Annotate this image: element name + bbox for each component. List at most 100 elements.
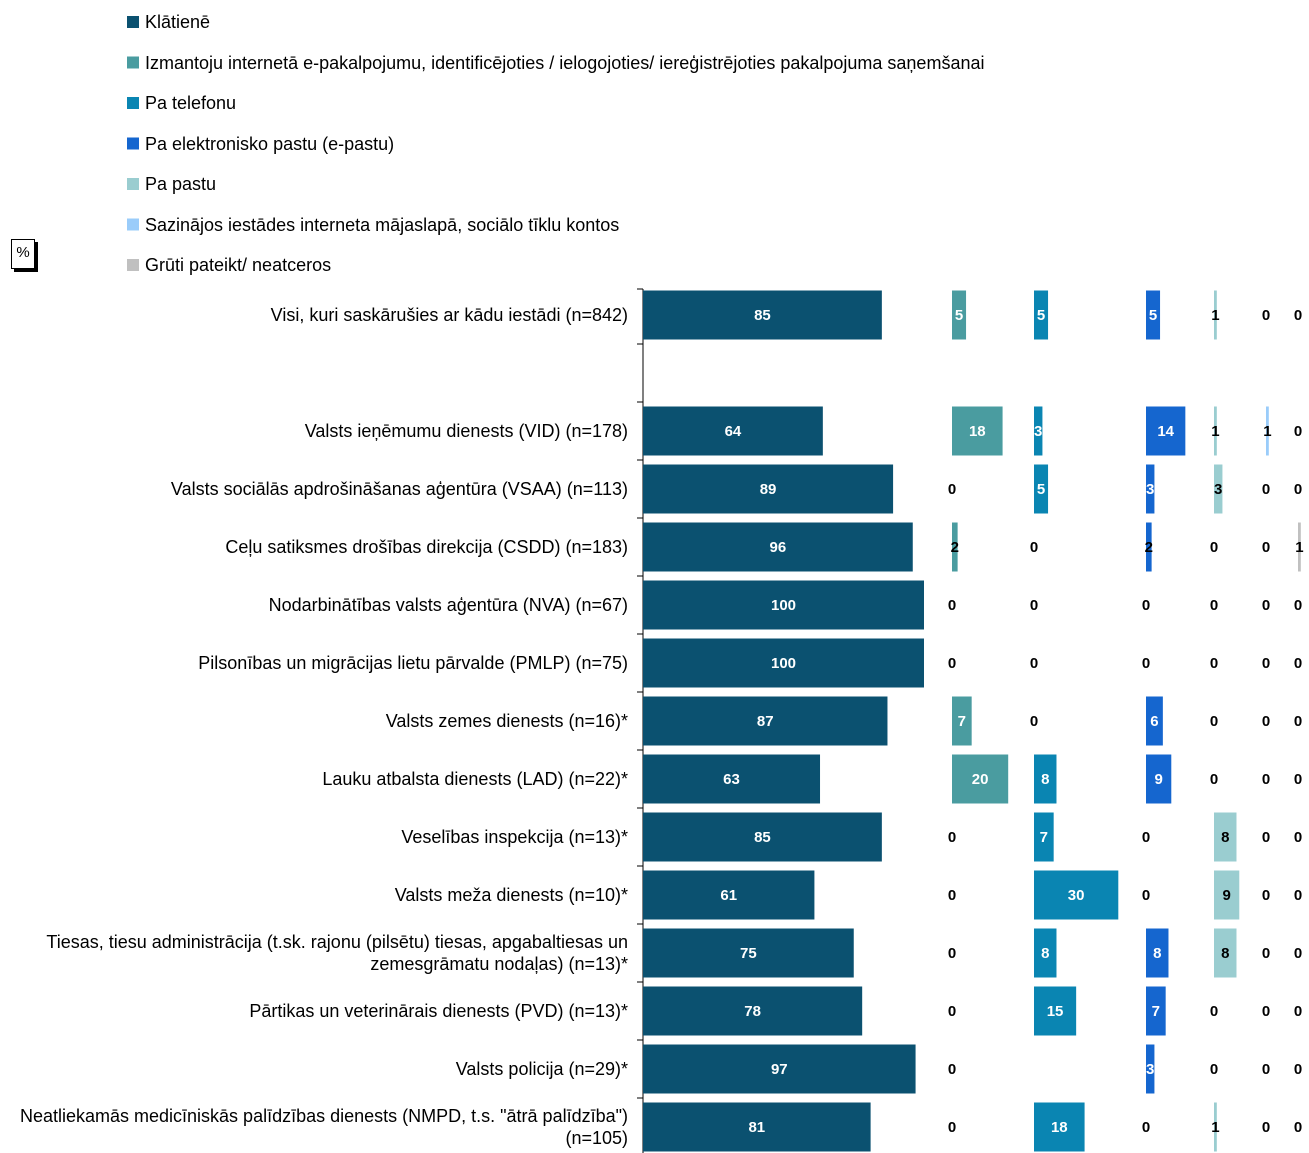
value-label: 9 xyxy=(1154,771,1162,788)
bar xyxy=(1214,464,1223,514)
category-label: Valsts ieņēmumu dienests (VID) (n=178) xyxy=(304,421,628,441)
value-label: 0 xyxy=(1294,481,1302,498)
bar xyxy=(1146,696,1163,746)
value-label: 3 xyxy=(1034,423,1042,440)
value-label: 8 xyxy=(1041,945,1049,962)
category-label: Valsts policija (n=29)* xyxy=(455,1059,628,1079)
value-label: 2 xyxy=(1145,539,1153,556)
category-label: Veselības inspekcija (n=13)* xyxy=(401,827,628,847)
bar xyxy=(1146,290,1161,340)
value-label: 8 xyxy=(1221,945,1229,962)
value-label: 8 xyxy=(1153,945,1161,962)
bar xyxy=(1214,928,1237,978)
value-label: 7 xyxy=(1040,829,1048,846)
value-label: 87 xyxy=(757,713,774,730)
value-label: 0 xyxy=(1210,655,1218,672)
bar xyxy=(1214,290,1217,340)
value-label: 18 xyxy=(969,423,986,440)
value-label: 1 xyxy=(1295,539,1303,556)
bar xyxy=(1034,406,1043,456)
value-label: 64 xyxy=(725,423,742,440)
value-label: 0 xyxy=(1294,945,1302,962)
value-label: 0 xyxy=(1294,1061,1302,1078)
value-label: 0 xyxy=(1030,713,1038,730)
category-label: Neatliekamās medicīniskās palīdzības die… xyxy=(19,1106,628,1148)
value-label: 0 xyxy=(1030,597,1038,614)
bar xyxy=(643,696,888,746)
category-label: Ceļu satiksmes drošības direkcija (CSDD)… xyxy=(225,537,628,557)
value-label: 97 xyxy=(771,1061,788,1078)
value-label: 0 xyxy=(1262,597,1270,614)
value-label: 9 xyxy=(1222,887,1230,904)
bar xyxy=(643,406,823,456)
value-label: 0 xyxy=(1030,539,1038,556)
value-label: 0 xyxy=(1262,481,1270,498)
value-label: 85 xyxy=(754,829,771,846)
bar xyxy=(1034,812,1054,862)
bar xyxy=(643,1044,916,1094)
bar xyxy=(1146,754,1172,804)
value-label: 0 xyxy=(1210,1061,1218,1078)
legend-label: Pa elektronisko pastu (e-pastu) xyxy=(145,133,395,154)
bar xyxy=(952,754,1009,804)
bar xyxy=(643,928,854,978)
bar xyxy=(1146,928,1169,978)
value-label: 0 xyxy=(1210,597,1218,614)
value-label: 0 xyxy=(1262,1061,1270,1078)
bar xyxy=(643,580,924,630)
category-label: Tiesas, tiesu administrācija (t.sk. rajo… xyxy=(46,932,628,974)
value-label: 0 xyxy=(948,887,956,904)
value-label: 5 xyxy=(1149,307,1157,324)
bar xyxy=(1034,464,1049,514)
value-label: 0 xyxy=(1294,597,1302,614)
value-label: 3 xyxy=(1146,481,1154,498)
value-label: 15 xyxy=(1047,1003,1064,1020)
bar xyxy=(952,522,958,572)
value-label: 0 xyxy=(1142,887,1150,904)
value-label: 85 xyxy=(754,307,771,324)
value-label: 5 xyxy=(1037,481,1045,498)
bar xyxy=(1034,928,1057,978)
value-label: 1 xyxy=(1211,1119,1219,1136)
value-label: 0 xyxy=(1294,655,1302,672)
value-label: 0 xyxy=(948,1119,956,1136)
value-label: 8 xyxy=(1221,829,1229,846)
value-label: 78 xyxy=(744,1003,761,1020)
bar xyxy=(1034,870,1119,920)
bar xyxy=(1214,406,1217,456)
bar xyxy=(1214,812,1237,862)
bar xyxy=(1146,464,1155,514)
value-label: 30 xyxy=(1068,887,1085,904)
bar xyxy=(643,464,894,514)
bar xyxy=(643,638,924,688)
value-label: 6 xyxy=(1150,713,1158,730)
value-label: 0 xyxy=(948,481,956,498)
bar xyxy=(643,522,913,572)
legend-swatch xyxy=(127,97,139,109)
category-label: Valsts meža dienests (n=10)* xyxy=(394,885,628,905)
value-label: 0 xyxy=(1262,829,1270,846)
value-label: 0 xyxy=(1294,887,1302,904)
category-label: Valsts zemes dienests (n=16)* xyxy=(385,711,628,731)
value-label: 96 xyxy=(770,539,787,556)
bar xyxy=(1034,986,1077,1036)
legend-label: Klātienē xyxy=(145,12,211,32)
value-label: 20 xyxy=(972,771,989,788)
value-label: 0 xyxy=(1210,713,1218,730)
category-label: Pilsonības un migrācijas lietu pārvalde … xyxy=(198,653,628,673)
value-label: 0 xyxy=(1294,829,1302,846)
legend-swatch xyxy=(127,178,139,190)
value-label: 3 xyxy=(1214,481,1222,498)
value-label: 100 xyxy=(771,597,796,614)
value-label: 0 xyxy=(1262,1119,1270,1136)
value-label: 0 xyxy=(1262,307,1270,324)
value-label: 61 xyxy=(720,887,737,904)
value-label: 0 xyxy=(1262,655,1270,672)
value-label: 2 xyxy=(951,539,959,556)
value-label: 1 xyxy=(1211,307,1219,324)
value-label: 5 xyxy=(955,307,963,324)
bar xyxy=(1034,754,1057,804)
value-label: 7 xyxy=(1152,1003,1160,1020)
bar xyxy=(1298,522,1301,572)
category-label: Valsts sociālās apdrošināšanas aģentūra … xyxy=(170,479,628,499)
